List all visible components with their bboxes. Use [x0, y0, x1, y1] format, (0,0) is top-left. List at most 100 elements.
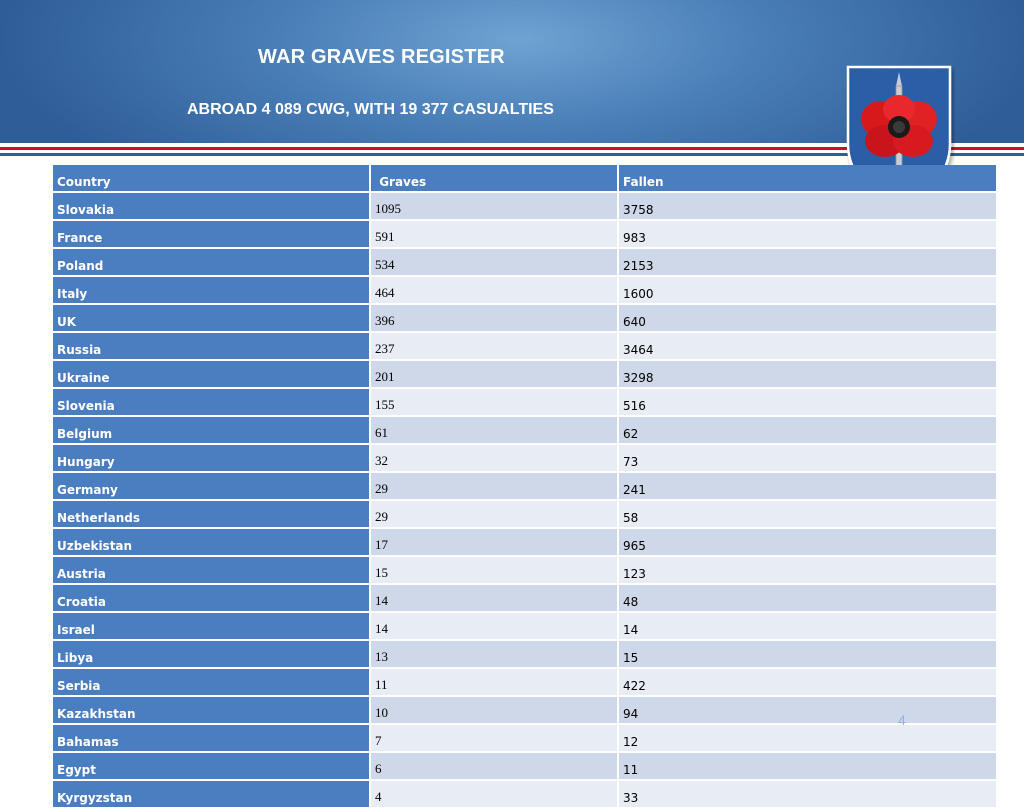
graves-cell: 15: [371, 557, 619, 585]
header-stripe-blue: [0, 153, 1024, 156]
country-cell: Bahamas: [53, 725, 371, 753]
country-cell: Belgium: [53, 417, 371, 445]
graves-cell: 29: [371, 473, 619, 501]
header-graves: Graves: [371, 165, 619, 193]
fallen-cell: 1600: [619, 277, 996, 305]
table-row: Egypt 6 11: [53, 753, 996, 781]
graves-cell: 396: [371, 305, 619, 333]
table-row: Russia 237 3464: [53, 333, 996, 361]
table-row: Slovakia 1095 3758: [53, 193, 996, 221]
graves-cell: 1095: [371, 193, 619, 221]
country-cell: Germany: [53, 473, 371, 501]
country-cell: Egypt: [53, 753, 371, 781]
table-row: Bahamas 7 12: [53, 725, 996, 753]
fallen-cell: 965: [619, 529, 996, 557]
graves-cell: 14: [371, 585, 619, 613]
country-cell: Austria: [53, 557, 371, 585]
country-cell: Israel: [53, 613, 371, 641]
country-cell: Kyrgyzstan: [53, 781, 371, 809]
fallen-cell: 422: [619, 669, 996, 697]
graves-cell: 7: [371, 725, 619, 753]
graves-cell: 13: [371, 641, 619, 669]
table-row: Poland 534 2153: [53, 249, 996, 277]
graves-cell: 237: [371, 333, 619, 361]
fallen-cell: 241: [619, 473, 996, 501]
graves-cell: 10: [371, 697, 619, 725]
fallen-cell: 15: [619, 641, 996, 669]
country-cell: Kazakhstan: [53, 697, 371, 725]
country-cell: Poland: [53, 249, 371, 277]
graves-cell: 155: [371, 389, 619, 417]
table-row: Austria 15 123: [53, 557, 996, 585]
table-row: Croatia 14 48: [53, 585, 996, 613]
fallen-cell: 94: [619, 697, 996, 725]
fallen-cell: 33: [619, 781, 996, 809]
graves-cell: 14: [371, 613, 619, 641]
table-row: Uzbekistan 17 965: [53, 529, 996, 557]
graves-cell: 11: [371, 669, 619, 697]
graves-cell: 534: [371, 249, 619, 277]
country-cell: Italy: [53, 277, 371, 305]
country-cell: Netherlands: [53, 501, 371, 529]
graves-cell: 201: [371, 361, 619, 389]
country-cell: Ukraine: [53, 361, 371, 389]
table-header-row: Country Graves Fallen: [53, 165, 996, 193]
fallen-cell: 3464: [619, 333, 996, 361]
table-row: Belgium 61 62: [53, 417, 996, 445]
fallen-cell: 73: [619, 445, 996, 473]
graves-cell: 61: [371, 417, 619, 445]
country-cell: Libya: [53, 641, 371, 669]
table-row: Libya 13 15: [53, 641, 996, 669]
graves-cell: 4: [371, 781, 619, 809]
table-row: Netherlands 29 58: [53, 501, 996, 529]
fallen-cell: 14: [619, 613, 996, 641]
table-row: Kyrgyzstan 4 33: [53, 781, 996, 809]
country-cell: Hungary: [53, 445, 371, 473]
table-row: Germany 29 241: [53, 473, 996, 501]
fallen-cell: 516: [619, 389, 996, 417]
graves-cell: 29: [371, 501, 619, 529]
header-country: Country: [53, 165, 371, 193]
fallen-cell: 12: [619, 725, 996, 753]
fallen-cell: 640: [619, 305, 996, 333]
fallen-cell: 123: [619, 557, 996, 585]
header-stripe-white: [0, 143, 1024, 147]
table-row: France 591 983: [53, 221, 996, 249]
fallen-cell: 3298: [619, 361, 996, 389]
table-row: Italy 464 1600: [53, 277, 996, 305]
page-number: 4: [898, 712, 906, 728]
country-cell: Slovenia: [53, 389, 371, 417]
country-cell: Serbia: [53, 669, 371, 697]
table-row: Ukraine 201 3298: [53, 361, 996, 389]
graves-cell: 17: [371, 529, 619, 557]
fallen-cell: 3758: [619, 193, 996, 221]
graves-cell: 591: [371, 221, 619, 249]
country-cell: Uzbekistan: [53, 529, 371, 557]
country-cell: France: [53, 221, 371, 249]
slide-title: WAR GRAVES REGISTER: [258, 46, 505, 68]
fallen-cell: 48: [619, 585, 996, 613]
header-stripe-red: [0, 147, 1024, 150]
table-row: Hungary 32 73: [53, 445, 996, 473]
fallen-cell: 11: [619, 753, 996, 781]
graves-cell: 32: [371, 445, 619, 473]
country-cell: Croatia: [53, 585, 371, 613]
table-row: Kazakhstan 10 94: [53, 697, 996, 725]
graves-cell: 6: [371, 753, 619, 781]
country-cell: Slovakia: [53, 193, 371, 221]
slide-subtitle: ABROAD 4 089 CWG, WITH 19 377 CASUALTIES: [187, 101, 554, 118]
graves-cell: 464: [371, 277, 619, 305]
header-stripe-white-2: [0, 150, 1024, 153]
war-graves-table: Country Graves Fallen Slovakia 1095 3758 Fr…: [53, 165, 996, 809]
country-cell: UK: [53, 305, 371, 333]
fallen-cell: 2153: [619, 249, 996, 277]
table-row: UK 396 640: [53, 305, 996, 333]
fallen-cell: 62: [619, 417, 996, 445]
table-row: Israel 14 14: [53, 613, 996, 641]
table-row: Slovenia 155 516: [53, 389, 996, 417]
fallen-cell: 983: [619, 221, 996, 249]
header-fallen: Fallen: [619, 165, 996, 193]
table-row: Serbia 11 422: [53, 669, 996, 697]
fallen-cell: 58: [619, 501, 996, 529]
country-cell: Russia: [53, 333, 371, 361]
